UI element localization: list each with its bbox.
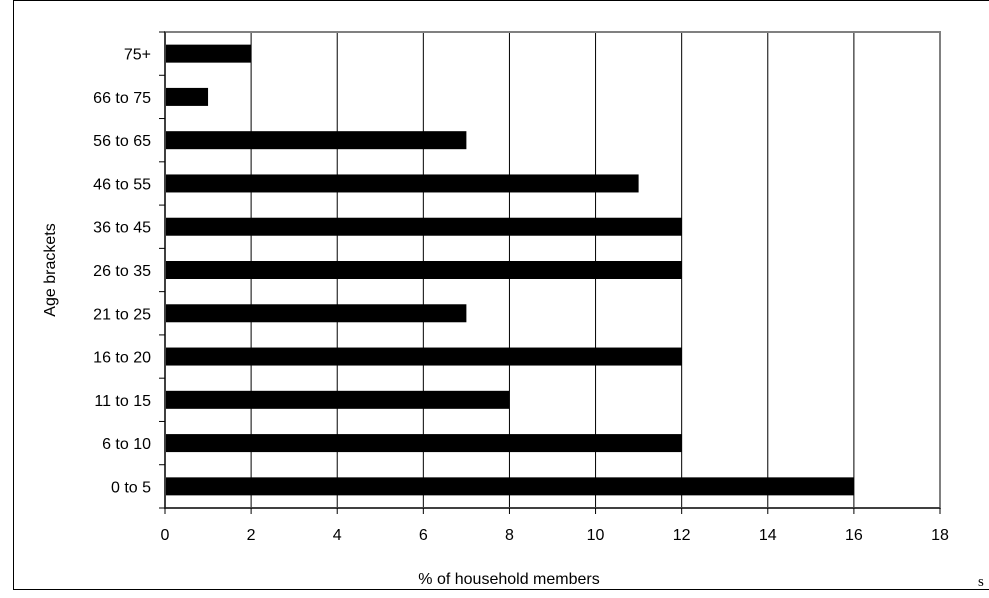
- bar: [166, 131, 467, 150]
- y-tick-label: 56 to 65: [93, 133, 151, 150]
- bar: [166, 261, 682, 279]
- chart-frame: 0 2 4 6 8 10 12 14 16 18 0 to 5 6 to 10 11 to 15 16 t…: [13, 0, 989, 590]
- x-tick-label: 14: [759, 527, 777, 544]
- y-tick-label: 75+: [124, 47, 151, 64]
- bars: [166, 44, 854, 496]
- x-tick-label: 8: [505, 527, 514, 544]
- x-tick-label: 2: [247, 527, 256, 544]
- y-axis-label: Age brackets: [42, 223, 59, 316]
- x-tick-label: 12: [673, 527, 691, 544]
- axes: 0 2 4 6 8 10 12 14 16 18 0 to 5 6 to 10 11 to 15 16 t…: [93, 31, 949, 544]
- bar: [166, 87, 209, 106]
- y-tick-label: 11 to 15: [94, 393, 151, 410]
- x-axis-label: % of household members: [418, 571, 599, 588]
- bar: [166, 304, 467, 323]
- y-tick-label: 66 to 75: [93, 90, 151, 107]
- bar: [166, 434, 682, 453]
- bar: [166, 390, 510, 409]
- bar: [166, 477, 854, 496]
- y-tick-label: 16 to 20: [93, 350, 151, 367]
- y-tick-label: 6 to 10: [102, 436, 151, 453]
- y-tick-label: 21 to 25: [93, 306, 151, 323]
- x-tick-label: 18: [931, 527, 949, 544]
- y-tick-label: 0 to 5: [111, 479, 151, 496]
- bar: [166, 217, 682, 236]
- x-tick-label: 10: [587, 527, 605, 544]
- chart-outer-border: [13, 0, 989, 590]
- y-tick-label: 36 to 45: [93, 220, 151, 237]
- y-tick-label: 46 to 55: [93, 176, 151, 193]
- bar: [166, 44, 252, 63]
- bar: [166, 347, 682, 366]
- y-tick-label: 26 to 35: [93, 263, 151, 280]
- x-tick-label: 0: [161, 527, 170, 544]
- bar: [166, 174, 639, 193]
- x-tick-label: 16: [845, 527, 863, 544]
- x-tick-label: 6: [419, 527, 428, 544]
- x-tick-label: 4: [333, 527, 342, 544]
- trailing-text: s: [978, 574, 984, 590]
